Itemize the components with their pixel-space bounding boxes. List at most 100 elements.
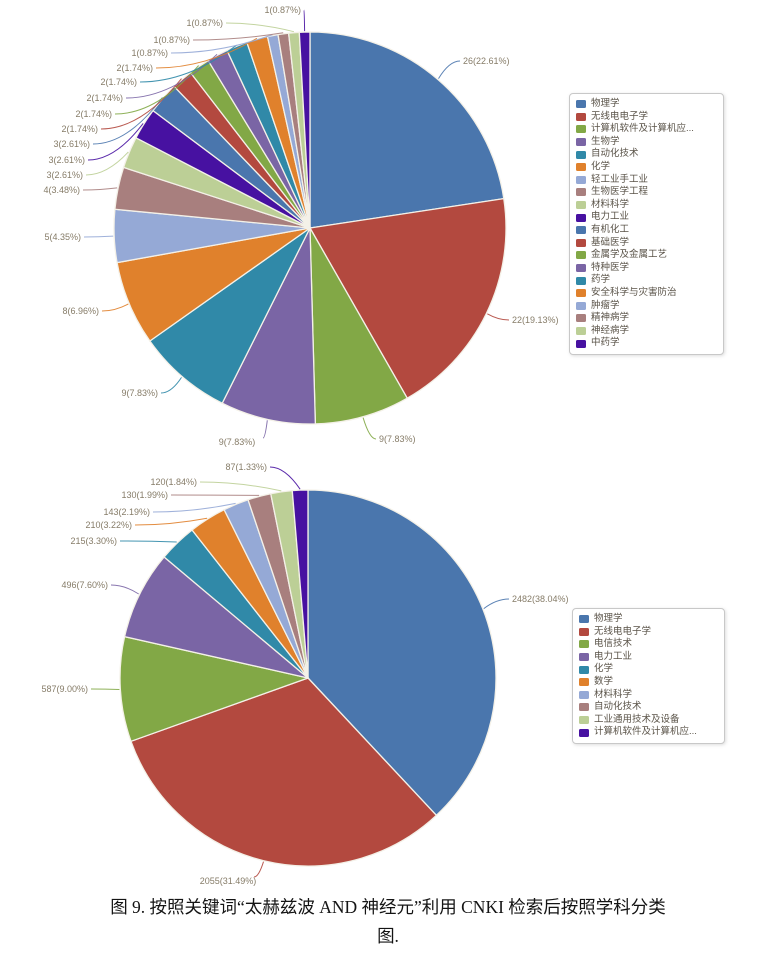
legend-label: 工业通用技术及设备 bbox=[594, 713, 680, 725]
legend-swatch-icon bbox=[579, 678, 589, 687]
legend-item: 特种医学 bbox=[576, 262, 716, 275]
slice-label: 2(1.74%) bbox=[100, 77, 137, 87]
legend-item: 安全科学与灾害防治 bbox=[576, 287, 716, 300]
legend-label: 电信技术 bbox=[594, 638, 633, 650]
legend-swatch-icon bbox=[576, 201, 586, 210]
legend-label: 材料科学 bbox=[591, 198, 630, 210]
legend-item: 材料科学 bbox=[579, 689, 717, 702]
leader-line bbox=[199, 481, 282, 492]
slice-label: 120(1.84%) bbox=[150, 477, 197, 487]
pie-slice bbox=[309, 31, 505, 229]
legend-label: 计算机软件及计算机应... bbox=[594, 726, 697, 738]
slice-label: 130(1.99%) bbox=[121, 490, 168, 500]
legend-swatch-icon bbox=[579, 703, 589, 712]
legend-swatch-icon bbox=[576, 238, 586, 247]
legend-item: 精神病学 bbox=[576, 312, 716, 325]
legend-item: 生物医学工程 bbox=[576, 186, 716, 199]
legend-label: 药学 bbox=[591, 274, 611, 286]
slice-label: 143(2.19%) bbox=[103, 507, 150, 517]
pie-1-leader-lines bbox=[90, 466, 510, 878]
pie-1-labels: 2482(38.04%) 2055(31.49%) 587(9.00%) 496(7.… bbox=[41, 462, 568, 886]
leader-line bbox=[253, 861, 264, 878]
leader-line bbox=[119, 540, 177, 543]
slice-label: 9(7.83%) bbox=[219, 437, 256, 447]
legend-label: 精神病学 bbox=[591, 312, 630, 324]
leader-line bbox=[125, 53, 218, 99]
pie-1-slices bbox=[119, 489, 497, 867]
leader-line bbox=[483, 598, 510, 609]
pie-slice bbox=[130, 677, 438, 867]
leader-line bbox=[487, 313, 510, 321]
slice-label: 3(2.61%) bbox=[46, 170, 83, 180]
leader-line bbox=[83, 235, 114, 238]
leader-line bbox=[100, 78, 182, 130]
legend-label: 化学 bbox=[591, 160, 611, 172]
leader-line bbox=[152, 502, 236, 513]
slice-label: 587(9.00%) bbox=[41, 684, 88, 694]
slice-label: 22(19.13%) bbox=[512, 315, 559, 325]
caption-line-2: 图. bbox=[377, 926, 399, 946]
legend-swatch-icon bbox=[579, 627, 589, 636]
legend-item: 物理学 bbox=[576, 98, 716, 111]
legend-item: 无线电电子学 bbox=[579, 626, 717, 639]
legend-swatch-icon bbox=[576, 289, 586, 298]
leader-line bbox=[155, 37, 258, 69]
slice-label: 2482(38.04%) bbox=[512, 594, 569, 604]
legend-swatch-icon bbox=[576, 326, 586, 335]
legend-item: 工业通用技术及设备 bbox=[579, 714, 717, 727]
leader-line bbox=[114, 65, 199, 115]
slice-label: 215(3.30%) bbox=[70, 536, 117, 546]
leader-line bbox=[82, 187, 118, 191]
leader-line bbox=[139, 44, 237, 83]
pie-0-leader-lines bbox=[82, 9, 510, 440]
legend-item: 化学 bbox=[579, 663, 717, 676]
pie-slice bbox=[119, 636, 309, 742]
pie-slice bbox=[149, 227, 311, 404]
pie-0-slices bbox=[113, 31, 507, 425]
legend-item: 电力工业 bbox=[579, 651, 717, 664]
legend-item: 肿瘤学 bbox=[576, 300, 716, 313]
legend-item: 计算机软件及计算机应... bbox=[579, 726, 717, 739]
legend-swatch-icon bbox=[576, 339, 586, 348]
slice-label: 2(1.74%) bbox=[61, 124, 98, 134]
legend-swatch-icon bbox=[576, 175, 586, 184]
legend-label: 电力工业 bbox=[594, 650, 633, 662]
legend-swatch-icon bbox=[576, 188, 586, 197]
slice-label: 8(6.96%) bbox=[62, 306, 99, 316]
legend-swatch-icon bbox=[576, 276, 586, 285]
legend-swatch-icon bbox=[576, 314, 586, 323]
legend-swatch-icon bbox=[576, 264, 586, 273]
legend-item: 中药学 bbox=[576, 337, 716, 350]
leader-line bbox=[160, 377, 182, 394]
legend-item: 神经病学 bbox=[576, 325, 716, 338]
pie-slice bbox=[309, 227, 408, 425]
legend-item: 物理学 bbox=[579, 613, 717, 626]
legend-item: 金属学及金属工艺 bbox=[576, 249, 716, 262]
legend-label: 有机化工 bbox=[591, 223, 630, 235]
leader-line bbox=[362, 417, 377, 440]
legend-label: 无线电电子学 bbox=[594, 625, 652, 637]
legend-swatch-icon bbox=[576, 213, 586, 222]
legend-bottom-pie: 物理学 无线电电子学 电信技术 电力工业 化学 数学 材料科学 自动化技术 工业通用技术及设备计… bbox=[572, 608, 725, 744]
legend-swatch-icon bbox=[576, 163, 586, 172]
legend-label: 数学 bbox=[594, 675, 614, 687]
pie-0-labels: 26(22.61%) 22(19.13%) 9(7.83%) 9(7.83%) 9(7.… bbox=[43, 5, 558, 447]
leader-line bbox=[192, 32, 284, 41]
legend-label: 无线电电子学 bbox=[591, 110, 649, 122]
legend-label: 神经病学 bbox=[591, 324, 630, 336]
legend-item: 数学 bbox=[579, 676, 717, 689]
leader-line bbox=[110, 584, 139, 595]
slice-label: 1(0.87%) bbox=[264, 5, 301, 15]
slice-label: 87(1.33%) bbox=[225, 462, 267, 472]
slice-label: 2(1.74%) bbox=[116, 63, 153, 73]
legend-item: 基础医学 bbox=[576, 237, 716, 250]
slice-label: 9(7.83%) bbox=[379, 434, 416, 444]
slice-label: 496(7.60%) bbox=[61, 580, 108, 590]
legend-item: 自动化技术 bbox=[576, 148, 716, 161]
legend-item: 药学 bbox=[576, 274, 716, 287]
legend-item: 计算机软件及计算机应... bbox=[576, 123, 716, 136]
caption-line-1: 图 9. 按照关键词“太赫兹波 AND 神经元”利用 CNKI 检索后按照学科分… bbox=[110, 897, 666, 917]
leader-line bbox=[438, 60, 461, 79]
legend-label: 生物医学工程 bbox=[591, 186, 649, 198]
legend-swatch-icon bbox=[576, 112, 586, 121]
